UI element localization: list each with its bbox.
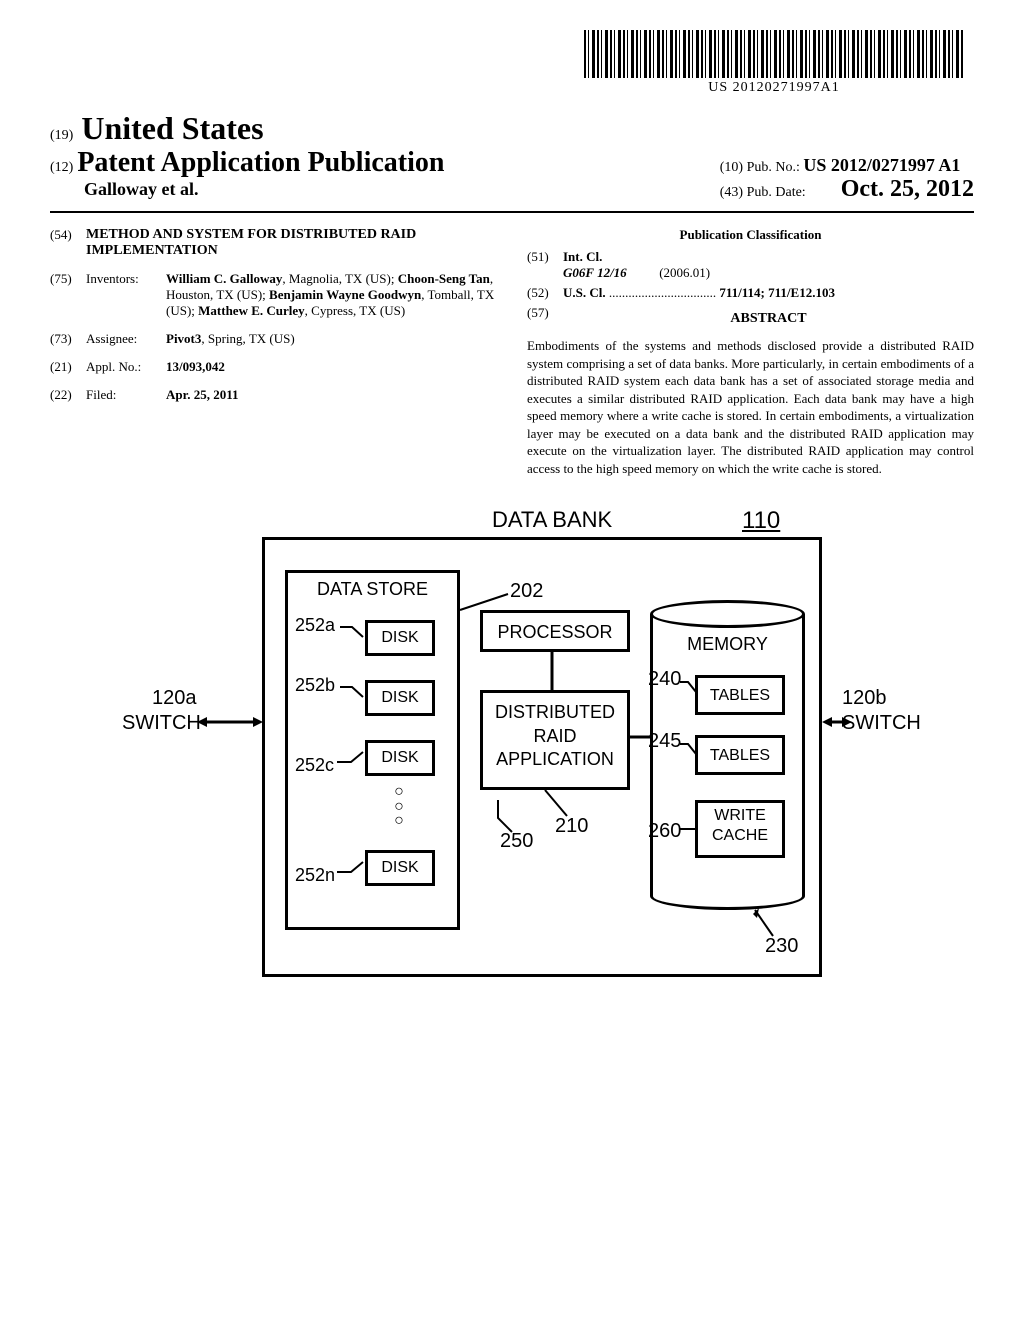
field-52-num: (52) [527,285,563,301]
disk-b: DISK [365,680,435,716]
memory-cylinder: MEMORY TABLES TABLES WRITE CACHE [650,600,805,910]
write-cache: WRITE CACHE [695,800,785,858]
int-cl: Int. Cl. G06F 12/16 (2006.01) [563,249,710,281]
disk-dots: ○○○ [393,785,405,828]
tables-a-ref: 240 [648,668,681,691]
switch-left-ref: 120a [152,687,197,710]
wc-line2: CACHE [712,827,768,844]
header: (19) United States (12) Patent Applicati… [50,110,974,203]
pub-class-heading: Publication Classification [527,227,974,243]
raid-ref-lead [545,790,575,818]
inventors: William C. Galloway, Magnolia, TX (US); … [166,271,497,319]
disk-a-ref: 252a [295,615,335,636]
processor-box: PROCESSOR [480,610,630,652]
raid-box: DISTRIBUTED RAID APPLICATION [480,690,630,790]
wc-lead [680,825,698,833]
appl-label: Appl. No.: [86,359,166,375]
raid-label-3: APPLICATION [496,749,614,769]
disk-n-lead [337,860,365,875]
datastore-ref: 202 [510,580,543,603]
right-column: Publication Classification (51) Int. Cl.… [527,227,974,477]
country: United States [81,110,263,146]
divider [50,211,974,213]
biblio-columns: (54) METHOD AND SYSTEM FOR DISTRIBUTED R… [50,227,974,477]
switch-left-arrow [197,717,267,727]
tables-a: TABLES [695,675,785,715]
filed-label: Filed: [86,387,166,403]
field-75-num: (75) [50,271,86,319]
abstract-heading: ABSTRACT [563,311,974,327]
tables-b-ref: 245 [648,730,681,753]
databank-label: DATA BANK [492,507,612,533]
raid-block-lead [490,800,515,835]
pub-date-label: Pub. Date: [747,185,806,200]
disk-c-lead [337,750,365,765]
pub-no: US 2012/0271997 A1 [803,155,960,175]
disk-b-lead [340,685,365,700]
datastore-label: DATA STORE [288,579,457,600]
field-22-num: (22) [50,387,86,403]
disk-a-lead [340,625,365,640]
left-column: (54) METHOD AND SYSTEM FOR DISTRIBUTED R… [50,227,497,477]
barcode-graphic [584,30,964,78]
diagram: DATA BANK 110 DATA STORE 202 DISK 252a D… [122,507,902,987]
memory-label: MEMORY [650,634,805,655]
prefix-43: (43) [720,185,743,200]
filed-date: Apr. 25, 2011 [166,387,497,403]
tables-b-lead [680,742,698,756]
raid-label-2: RAID [533,726,576,746]
tables-a-lead [680,680,698,694]
prefix-19: (19) [50,128,73,143]
switch-right-label: SWITCH [842,712,921,735]
raid-ref: 210 [555,815,588,838]
pub-no-label: Pub. No.: [747,160,800,175]
wc-ref: 260 [648,820,681,843]
disk-c-ref: 252c [295,755,334,776]
field-51-num: (51) [527,249,563,281]
assignee: Pivot3, Spring, TX (US) [166,331,497,347]
switch-left-label: SWITCH [122,712,201,735]
raid-label-1: DISTRIBUTED [495,702,615,722]
wc-line1: WRITE [714,807,766,824]
databank-ref: 110 [742,507,780,535]
field-57-num: (57) [527,305,563,333]
appl-no: 13/093,042 [166,359,497,375]
diagram-wrap: DATA BANK 110 DATA STORE 202 DISK 252a D… [50,507,974,987]
us-cl: U.S. Cl. ...............................… [563,285,835,301]
disk-n: DISK [365,850,435,886]
pub-date: Oct. 25, 2012 [841,176,974,202]
prefix-12: (12) [50,160,73,175]
switch-right-arrow [822,717,852,727]
mem-ref-lead [753,910,783,940]
barcode-text: US 20120271997A1 [584,80,964,96]
disk-a: DISK [365,620,435,656]
switch-right-ref: 120b [842,687,887,710]
abstract-text: Embodiments of the systems and methods d… [527,337,974,477]
proc-raid-line [550,652,554,692]
barcode-section: US 20120271997A1 [584,30,964,96]
tables-b: TABLES [695,735,785,775]
field-73-num: (73) [50,331,86,347]
assignee-label: Assignee: [86,331,166,347]
disk-b-ref: 252b [295,675,335,696]
authors: Galloway et al. [84,179,444,200]
databank-box: DATA STORE 202 DISK 252a DISK 252b DISK … [262,537,822,977]
field-21-num: (21) [50,359,86,375]
field-54-num: (54) [50,227,86,259]
inventors-label: Inventors: [86,271,166,319]
invention-title: METHOD AND SYSTEM FOR DISTRIBUTED RAID I… [86,227,497,259]
prefix-10: (10) [720,160,743,175]
disk-c: DISK [365,740,435,776]
disk-n-ref: 252n [295,865,335,886]
publication-title: Patent Application Publication [77,147,444,178]
